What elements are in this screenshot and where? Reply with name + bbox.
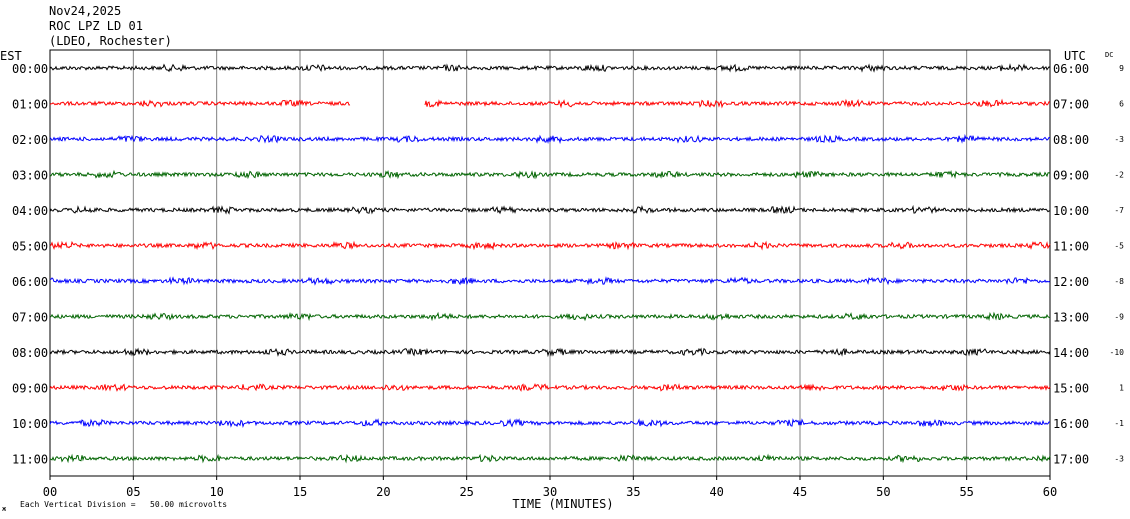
est-time-label: 07:00	[12, 311, 48, 325]
est-time-label: 00:00	[12, 62, 48, 76]
utc-time-label: 15:00	[1053, 382, 1089, 396]
dc-offset-label: -2	[1114, 171, 1124, 180]
utc-time-label: 07:00	[1053, 98, 1089, 112]
trace-row-05:00	[49, 240, 1051, 251]
est-time-label: 05:00	[12, 240, 48, 254]
utc-time-label: 12:00	[1053, 275, 1089, 289]
utc-time-label: 08:00	[1053, 133, 1089, 147]
x-tick-label: 10	[209, 485, 223, 499]
x-tick-label: 45	[793, 485, 807, 499]
est-time-label: 10:00	[12, 417, 48, 431]
est-time-label: 03:00	[12, 169, 48, 183]
chart-date: Nov24,2025	[49, 4, 122, 18]
row-labels: 00:00 06:00 9 01:00 07:00 6 02:00 08:00 -3 03:00 0…	[12, 62, 1124, 467]
est-time-label: 08:00	[12, 346, 48, 360]
scale-mark: ж	[2, 505, 7, 513]
utc-time-label: 13:00	[1053, 311, 1089, 325]
x-tick-label: 05	[126, 485, 140, 499]
trace-row-07:00	[49, 311, 1051, 322]
x-tick-label: 50	[876, 485, 890, 499]
dc-offset-label: 6	[1119, 100, 1124, 109]
x-tick-labels: 00 05 10 15 20 25 30 35 40 45 50 55 60	[43, 476, 1057, 499]
est-time-label: 01:00	[12, 98, 48, 112]
utc-time-label: 10:00	[1053, 204, 1089, 218]
trace-row-09:00	[49, 383, 1051, 392]
dc-offset-label: -8	[1114, 277, 1124, 286]
scale-note: Each Vertical Division = 50.00 microvolt…	[20, 500, 227, 509]
chart-station: ROC LPZ LD 01	[49, 19, 143, 33]
utc-time-label: 17:00	[1053, 453, 1089, 467]
chart-network: (LDEO, Rochester)	[49, 34, 172, 48]
trace-row-01:00	[49, 98, 1051, 109]
x-tick-label: 00	[43, 485, 57, 499]
x-tick-label: 25	[459, 485, 473, 499]
dc-offset-label: -9	[1114, 313, 1124, 322]
dc-column-label: DC	[1105, 51, 1113, 59]
dc-offset-label: -7	[1114, 206, 1124, 215]
trace-row-08:00	[49, 347, 1051, 358]
x-tick-label: 20	[376, 485, 390, 499]
x-tick-label: 30	[543, 485, 557, 499]
trace-row-11:00	[49, 453, 1051, 464]
dc-offset-label: -10	[1110, 348, 1125, 357]
est-axis-label: EST	[0, 49, 22, 63]
dc-offset-label: -5	[1114, 242, 1124, 251]
trace-row-00:00	[49, 63, 1051, 73]
est-time-label: 04:00	[12, 204, 48, 218]
utc-time-label: 06:00	[1053, 62, 1089, 76]
utc-time-label: 09:00	[1053, 169, 1089, 183]
utc-time-label: 11:00	[1053, 240, 1089, 254]
x-tick-label: 40	[709, 485, 723, 499]
grid-lines	[49, 49, 1051, 477]
dc-offset-label: -1	[1114, 419, 1124, 428]
trace-row-02:00	[49, 133, 1051, 145]
trace-row-06:00	[49, 276, 1051, 286]
seismic-traces	[49, 63, 1051, 464]
x-tick-label: 60	[1043, 485, 1057, 499]
est-time-label: 06:00	[12, 275, 48, 289]
est-time-label: 11:00	[12, 453, 48, 467]
est-time-label: 02:00	[12, 133, 48, 147]
utc-time-label: 14:00	[1053, 346, 1089, 360]
est-time-label: 09:00	[12, 382, 48, 396]
x-tick-label: 55	[959, 485, 973, 499]
utc-axis-label: UTC	[1064, 49, 1086, 63]
dc-offset-label: 9	[1119, 64, 1124, 73]
dc-offset-label: 1	[1119, 384, 1124, 393]
trace-row-04:00	[49, 204, 1051, 215]
x-axis-label: TIME (MINUTES)	[512, 497, 613, 511]
trace-row-03:00	[49, 169, 1051, 180]
dc-offset-label: -3	[1114, 135, 1124, 144]
trace-row-10:00	[49, 418, 1051, 428]
x-tick-label: 35	[626, 485, 640, 499]
x-tick-label: 15	[293, 485, 307, 499]
dc-offset-label: -3	[1114, 455, 1124, 464]
utc-time-label: 16:00	[1053, 417, 1089, 431]
